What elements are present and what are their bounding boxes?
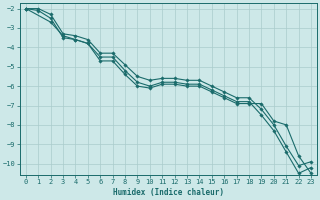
X-axis label: Humidex (Indice chaleur): Humidex (Indice chaleur)	[113, 188, 224, 197]
